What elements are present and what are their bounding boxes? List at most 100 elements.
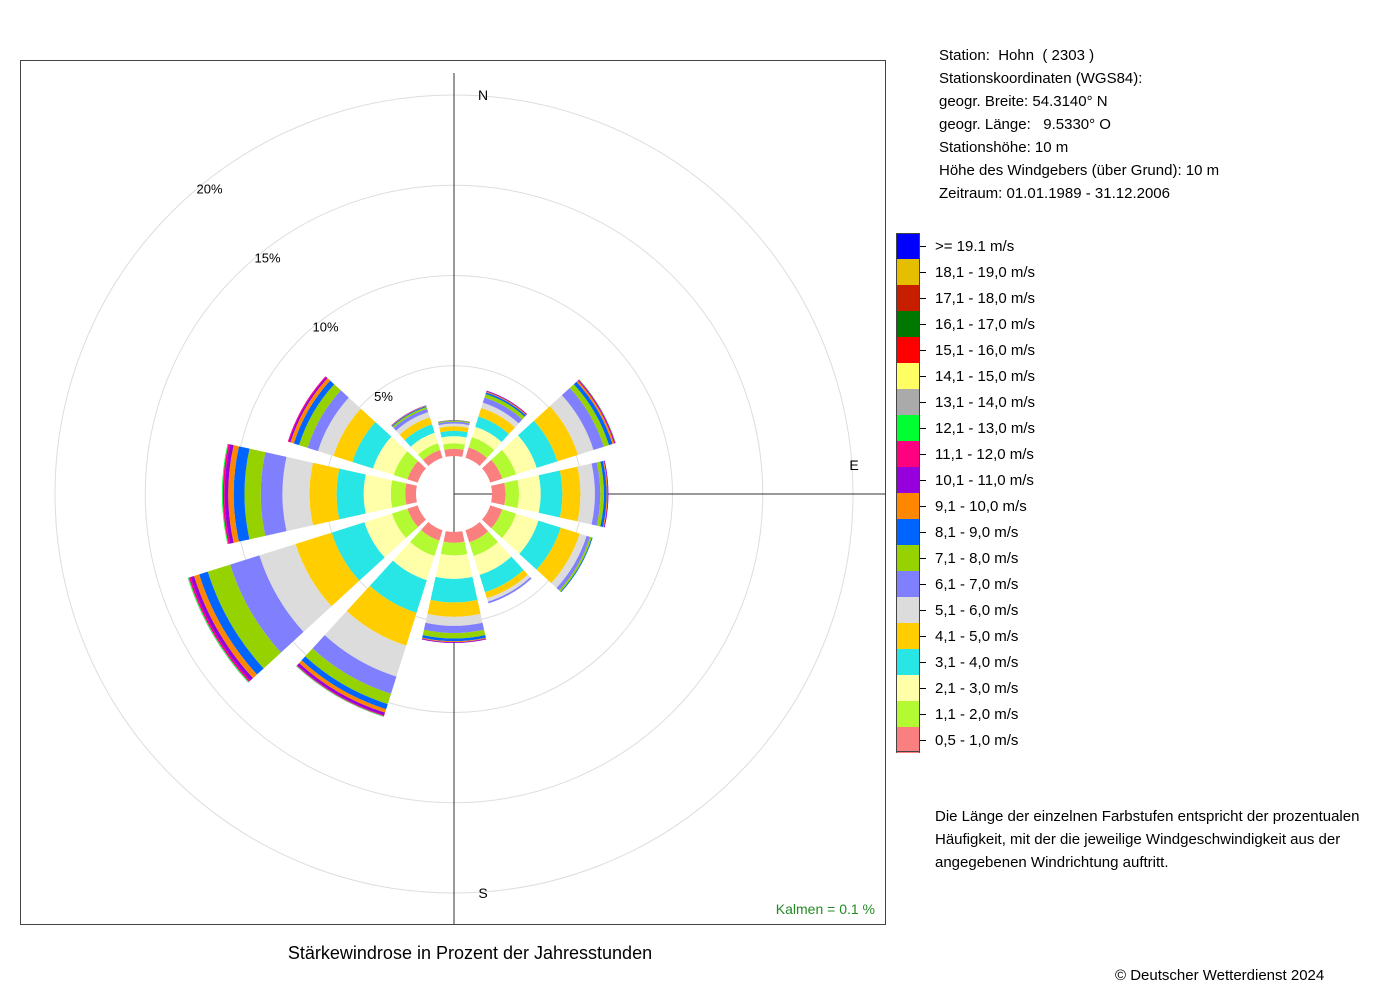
- wedge-segment: [410, 432, 438, 455]
- wedge-segment: [487, 577, 532, 604]
- legend-tick: [920, 246, 926, 247]
- wedge-segment: [473, 541, 512, 575]
- station-info-line: Stationshöhe: 10 m: [939, 139, 1069, 156]
- wedge-segment: [407, 505, 426, 527]
- station-info-line: Station: Hohn ( 2303 ): [939, 47, 1095, 64]
- legend-item: 3,1 - 4,0 m/s: [896, 649, 1096, 675]
- wedge-segment: [538, 470, 563, 518]
- legend-tick: [920, 272, 926, 273]
- wedge-dir-30: [465, 390, 528, 466]
- legend-label: 18,1 - 19,0 m/s: [935, 264, 1036, 281]
- chart-title: Stärkewindrose in Prozent der Jahresstun…: [287, 943, 653, 963]
- ring-labels: 5% 10% 15% 20%: [197, 181, 394, 403]
- copyright: © Deutscher Wetterdienst 2024: [1115, 967, 1325, 984]
- legend-swatch: [896, 415, 920, 441]
- wedge-segment: [438, 420, 470, 423]
- legend-label: 13,1 - 14,0 m/s: [935, 394, 1036, 411]
- wedge-segment: [600, 460, 607, 528]
- wedge-segment: [193, 574, 257, 679]
- legend-tick: [920, 610, 926, 611]
- legend-swatch: [896, 441, 920, 467]
- wedge-segment: [519, 520, 561, 570]
- wedge-segment: [352, 421, 392, 469]
- wedge-segment: [556, 535, 591, 591]
- wedge-segment: [481, 402, 519, 428]
- legend-swatch: [896, 571, 920, 597]
- wedge-segment: [393, 408, 429, 431]
- legend-label: 10,1 - 11,0 m/s: [935, 472, 1034, 489]
- wedge-segment: [228, 445, 239, 543]
- wedge-segment: [393, 451, 418, 480]
- legend-item: 8,1 - 9,0 m/s: [896, 519, 1096, 545]
- ring-label: 5%: [374, 389, 393, 404]
- wedge-segment: [373, 436, 408, 475]
- wedge-segment: [221, 443, 229, 545]
- wedge-segment: [297, 663, 386, 716]
- legend-tick: [920, 584, 926, 585]
- legend-item: 4,1 - 5,0 m/s: [896, 623, 1096, 649]
- wedge-segment: [435, 554, 473, 579]
- wedge-segment: [421, 638, 487, 644]
- wedge-segment: [491, 482, 506, 506]
- legend-tick: [920, 298, 926, 299]
- legend-item: 0,5 - 1,0 m/s: [896, 727, 1096, 753]
- legend-item: 1,1 - 2,0 m/s: [896, 701, 1096, 727]
- wedges: [187, 376, 616, 718]
- wedge-segment: [392, 406, 428, 429]
- ring-label: 20%: [197, 181, 223, 196]
- wedge-dir-180: [421, 531, 487, 644]
- legend-swatch: [896, 337, 920, 363]
- legend-swatch: [896, 259, 920, 285]
- wedge-segment: [399, 417, 432, 441]
- legend-label: 11,1 - 12,0 m/s: [935, 446, 1034, 463]
- wedge-dir-120: [482, 505, 593, 593]
- wedge-segment: [422, 635, 486, 642]
- wedge-segment: [443, 443, 465, 450]
- legend-item: 6,1 - 7,0 m/s: [896, 571, 1096, 597]
- wedge-segment: [301, 656, 388, 710]
- wedge-segment: [369, 560, 427, 613]
- legend-swatch: [896, 467, 920, 493]
- wedge-segment: [576, 380, 615, 445]
- legend-label: 0,5 - 1,0 m/s: [935, 732, 1019, 749]
- wedge-segment: [491, 450, 517, 479]
- legend-swatch: [896, 519, 920, 545]
- wedge-segment: [425, 613, 483, 626]
- legend-tick: [920, 376, 926, 377]
- wedge-segment: [551, 533, 587, 588]
- wedge-segment: [440, 541, 468, 556]
- wedge-segment: [392, 541, 435, 581]
- wedge-segment: [469, 531, 498, 557]
- wedge-segment: [491, 509, 517, 538]
- legend-tick: [920, 558, 926, 559]
- ring-label: 15%: [255, 250, 281, 265]
- wedge-segment: [346, 585, 417, 646]
- wedge-dir-210: [296, 522, 443, 718]
- legend-tick: [920, 454, 926, 455]
- wedge-segment: [439, 426, 469, 433]
- legend-label: 2,1 - 3,0 m/s: [935, 680, 1019, 697]
- wedge-segment: [233, 446, 250, 542]
- wedge-segment: [336, 468, 366, 520]
- legend-item: 13,1 - 14,0 m/s: [896, 389, 1096, 415]
- legend-label: 6,1 - 7,0 m/s: [935, 576, 1019, 593]
- wedge-segment: [422, 450, 443, 466]
- legend-swatch: [896, 675, 920, 701]
- wedge-dir-0: [437, 419, 471, 457]
- legend-label: 14,1 - 15,0 m/s: [935, 368, 1036, 385]
- wedge-segment: [417, 443, 441, 460]
- wedge-segment: [224, 444, 234, 544]
- wedge-segment: [475, 416, 509, 443]
- wind-rose-svg: 5% 10% 15% 20% N E S Kalmen = 0.1 %: [54, 73, 885, 924]
- wedge-segment: [603, 460, 608, 528]
- station-info-line: Stationskoordinaten (WGS84):: [939, 70, 1143, 87]
- wedge-segment: [430, 576, 478, 603]
- legend-item: 17,1 - 18,0 m/s: [896, 285, 1096, 311]
- wind-rose-plot: 5% 10% 15% 20% N E S Kalmen = 0.1 %: [20, 60, 886, 925]
- wedge-segment: [421, 637, 487, 643]
- wedge-segment: [410, 530, 440, 557]
- wedge-segment: [517, 420, 558, 468]
- ring-label: 10%: [313, 320, 339, 335]
- legend-tick: [920, 714, 926, 715]
- calm-label: Kalmen = 0.1 %: [776, 901, 875, 917]
